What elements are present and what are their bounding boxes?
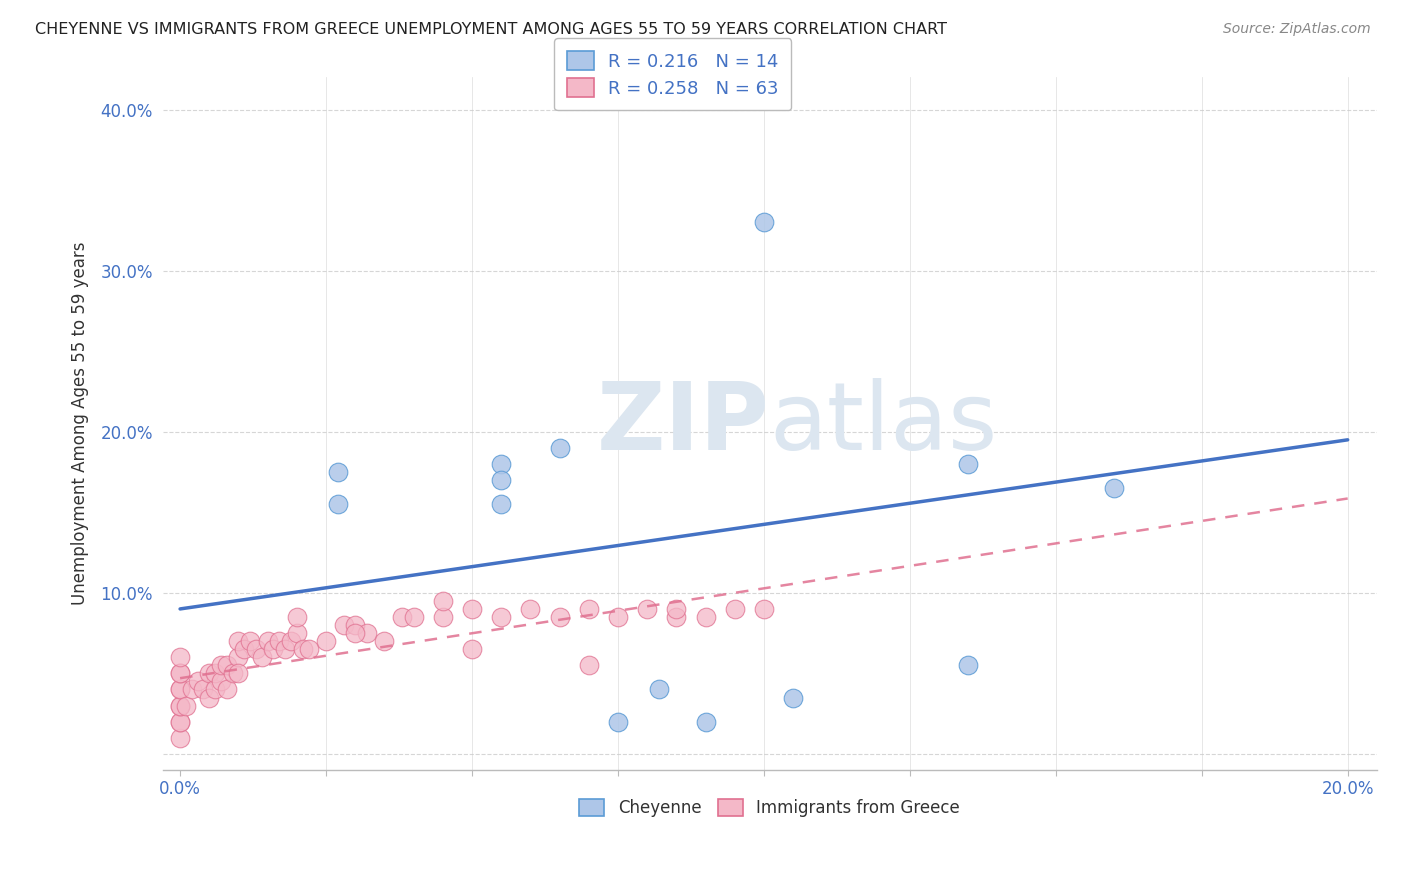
Point <box>326 465 349 479</box>
Point <box>782 690 804 705</box>
Point <box>578 602 600 616</box>
Point <box>169 714 191 729</box>
Point <box>752 215 775 229</box>
Point <box>180 682 202 697</box>
Point <box>209 674 232 689</box>
Point <box>402 610 425 624</box>
Point <box>489 457 512 471</box>
Point <box>233 642 256 657</box>
Point <box>228 650 250 665</box>
Point <box>228 666 250 681</box>
Point <box>285 610 308 624</box>
Point <box>204 682 226 697</box>
Point <box>274 642 297 657</box>
Point <box>198 666 221 681</box>
Text: CHEYENNE VS IMMIGRANTS FROM GREECE UNEMPLOYMENT AMONG AGES 55 TO 59 YEARS CORREL: CHEYENNE VS IMMIGRANTS FROM GREECE UNEMP… <box>35 22 948 37</box>
Point <box>239 634 262 648</box>
Point <box>373 634 395 648</box>
Point <box>724 602 747 616</box>
Point <box>250 650 273 665</box>
Point <box>169 682 191 697</box>
Point <box>607 714 630 729</box>
Point <box>332 618 354 632</box>
Point <box>256 634 278 648</box>
Point <box>519 602 541 616</box>
Point <box>1102 481 1125 495</box>
Point <box>461 642 484 657</box>
Point <box>263 642 285 657</box>
Point <box>752 602 775 616</box>
Point <box>957 658 980 673</box>
Point <box>198 690 221 705</box>
Point <box>344 626 367 640</box>
Point <box>344 618 367 632</box>
Point <box>221 666 243 681</box>
Point <box>326 497 349 511</box>
Point <box>169 666 191 681</box>
Point <box>665 610 688 624</box>
Text: Source: ZipAtlas.com: Source: ZipAtlas.com <box>1223 22 1371 37</box>
Legend: Cheyenne, Immigrants from Greece: Cheyenne, Immigrants from Greece <box>572 792 967 824</box>
Point <box>548 610 571 624</box>
Point <box>285 626 308 640</box>
Point <box>489 473 512 487</box>
Point <box>187 674 209 689</box>
Point <box>280 634 302 648</box>
Point <box>578 658 600 673</box>
Point <box>648 682 671 697</box>
Point <box>215 658 238 673</box>
Point <box>665 602 688 616</box>
Point <box>169 682 191 697</box>
Point <box>174 698 197 713</box>
Point <box>209 658 232 673</box>
Point <box>695 610 717 624</box>
Point <box>315 634 337 648</box>
Text: atlas: atlas <box>769 377 998 470</box>
Point <box>269 634 291 648</box>
Point <box>297 642 319 657</box>
Point <box>607 610 630 624</box>
Point <box>169 714 191 729</box>
Point <box>391 610 413 624</box>
Point <box>957 457 980 471</box>
Point <box>356 626 378 640</box>
Point <box>228 634 250 648</box>
Point <box>215 682 238 697</box>
Point <box>245 642 267 657</box>
Point <box>695 714 717 729</box>
Point <box>169 650 191 665</box>
Point <box>291 642 314 657</box>
Text: ZIP: ZIP <box>598 377 769 470</box>
Y-axis label: Unemployment Among Ages 55 to 59 years: Unemployment Among Ages 55 to 59 years <box>72 242 89 606</box>
Point <box>636 602 658 616</box>
Point <box>204 666 226 681</box>
Point <box>548 441 571 455</box>
Point <box>169 666 191 681</box>
Point <box>461 602 484 616</box>
Point <box>489 497 512 511</box>
Point <box>193 682 215 697</box>
Point <box>169 698 191 713</box>
Point <box>169 698 191 713</box>
Point <box>489 610 512 624</box>
Point <box>432 594 454 608</box>
Point <box>432 610 454 624</box>
Point <box>169 731 191 745</box>
